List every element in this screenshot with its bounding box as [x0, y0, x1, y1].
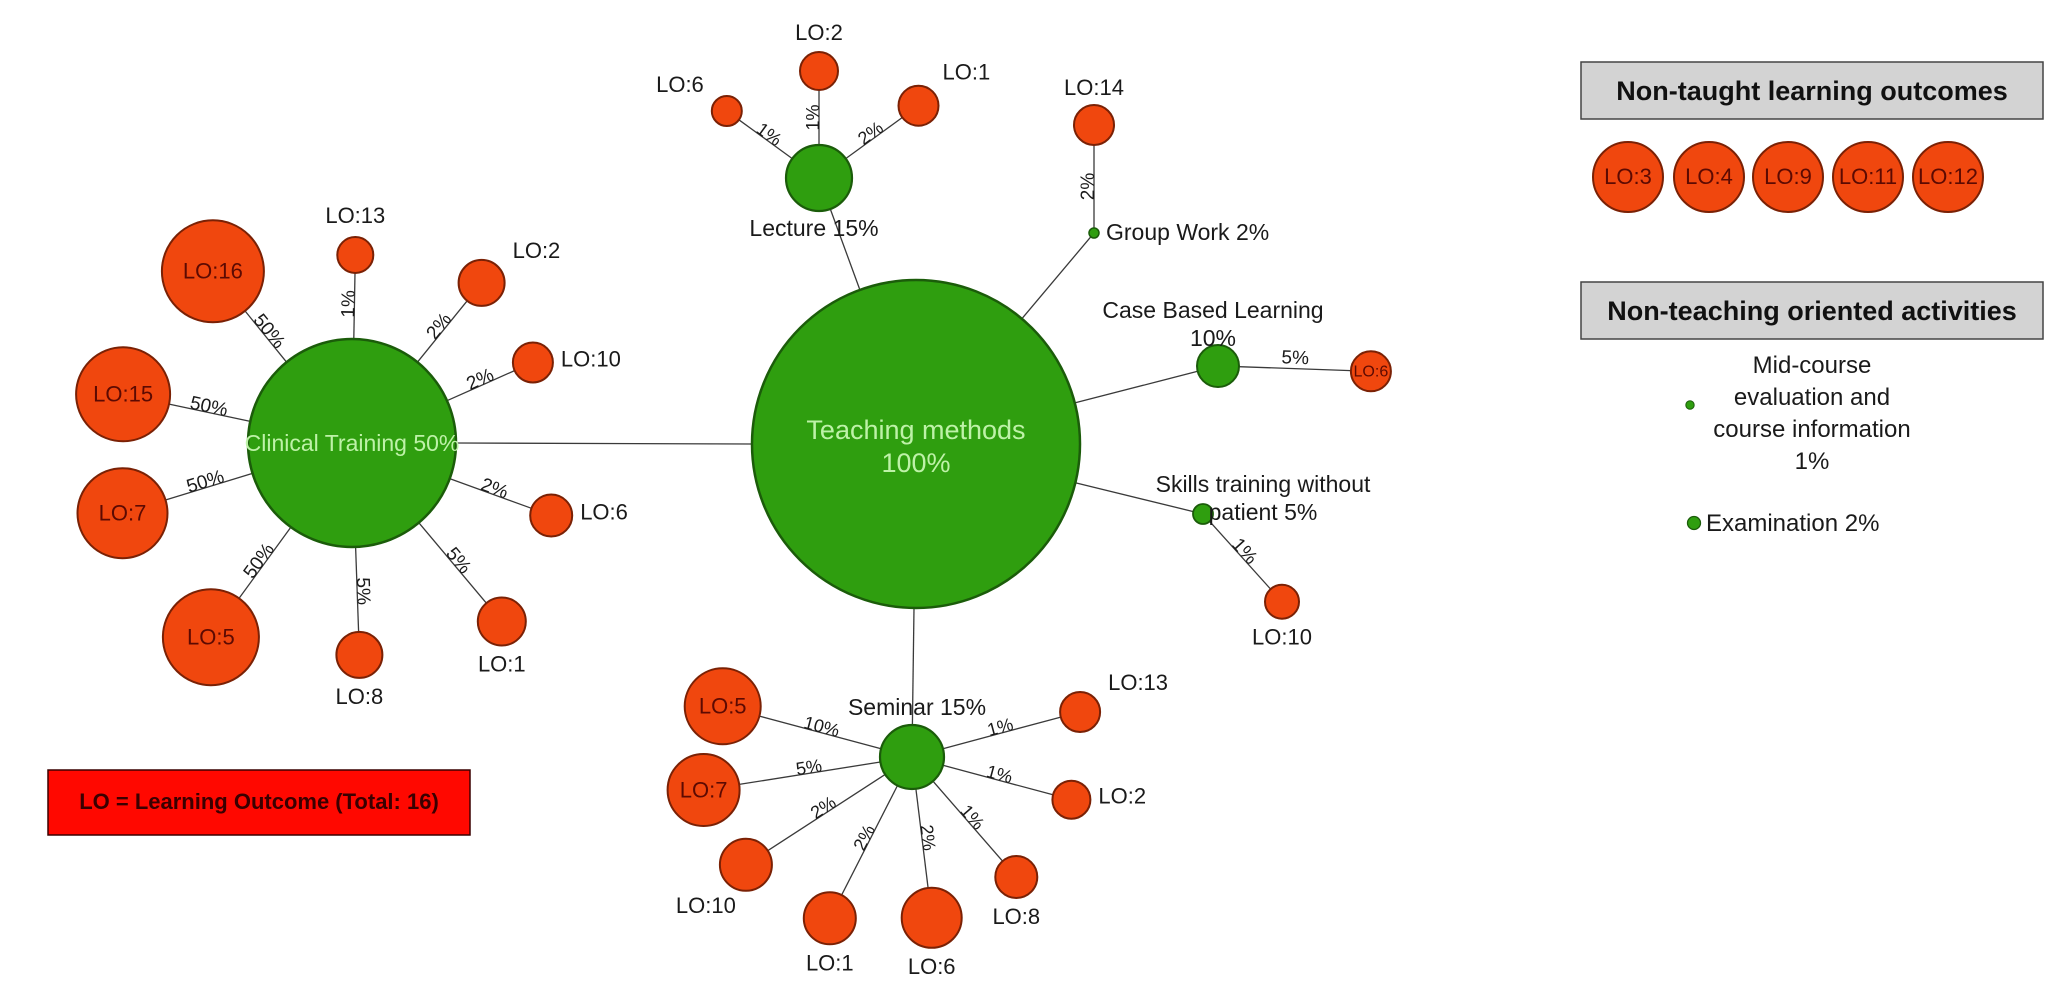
svg-text:LO:15: LO:15: [93, 382, 153, 407]
svg-text:LO:1: LO:1: [806, 950, 854, 975]
svg-text:LO:14: LO:14: [1064, 75, 1124, 100]
svg-text:Clinical Training 50%: Clinical Training 50%: [245, 430, 460, 456]
svg-text:5%: 5%: [1281, 347, 1309, 369]
svg-text:1%: 1%: [338, 290, 359, 318]
svg-text:LO:11: LO:11: [1839, 164, 1897, 189]
svg-text:LO:4: LO:4: [1685, 164, 1733, 189]
svg-text:LO:2: LO:2: [1098, 784, 1146, 809]
svg-text:LO:6: LO:6: [1353, 363, 1388, 381]
svg-text:LO:7: LO:7: [680, 777, 728, 802]
svg-text:1%: 1%: [803, 104, 823, 130]
svg-text:Case Based Learning: Case Based Learning: [1102, 297, 1323, 323]
svg-text:Mid-course: Mid-course: [1753, 352, 1872, 379]
svg-text:evaluation and: evaluation and: [1734, 384, 1890, 411]
svg-text:LO:12: LO:12: [1918, 164, 1978, 189]
svg-text:LO:2: LO:2: [513, 238, 561, 263]
svg-text:LO:6: LO:6: [580, 500, 628, 525]
svg-text:Skills training without: Skills training without: [1156, 471, 1371, 497]
svg-text:LO:13: LO:13: [1108, 670, 1168, 695]
svg-text:LO:9: LO:9: [1764, 164, 1812, 189]
svg-text:LO:6: LO:6: [908, 954, 956, 979]
svg-text:LO:10: LO:10: [676, 893, 736, 918]
svg-text:LO = Learning Outcome (Total:: LO = Learning Outcome (Total: 16): [79, 789, 439, 814]
svg-text:LO:2: LO:2: [795, 20, 843, 45]
svg-text:2%: 2%: [1078, 173, 1099, 201]
svg-text:LO:7: LO:7: [99, 500, 147, 525]
svg-text:LO:3: LO:3: [1604, 164, 1652, 189]
svg-text:2%: 2%: [916, 824, 939, 852]
svg-text:LO:8: LO:8: [992, 904, 1040, 929]
svg-text:LO:1: LO:1: [943, 60, 991, 85]
svg-text:LO:5: LO:5: [187, 624, 235, 649]
svg-text:LO:10: LO:10: [561, 347, 621, 372]
svg-text:LO:16: LO:16: [183, 259, 243, 284]
svg-text:LO:8: LO:8: [336, 684, 384, 709]
svg-text:Teaching methods: Teaching methods: [806, 415, 1025, 445]
svg-text:Non-taught learning outcomes: Non-taught learning outcomes: [1616, 76, 2008, 106]
svg-text:10%: 10%: [1190, 325, 1236, 351]
svg-text:LO:13: LO:13: [325, 203, 385, 228]
svg-text:patient 5%: patient 5%: [1209, 499, 1318, 525]
svg-text:LO:1: LO:1: [478, 652, 526, 677]
svg-text:Lecture 15%: Lecture 15%: [749, 215, 878, 241]
svg-text:course information: course information: [1713, 416, 1910, 443]
svg-text:LO:10: LO:10: [1252, 625, 1312, 650]
svg-text:LO:5: LO:5: [699, 694, 747, 719]
svg-text:5%: 5%: [794, 755, 823, 779]
svg-text:100%: 100%: [881, 448, 950, 478]
svg-text:LO:6: LO:6: [656, 72, 704, 97]
svg-text:Non-teaching oriented activiti: Non-teaching oriented activities: [1607, 296, 2017, 326]
svg-text:Seminar 15%: Seminar 15%: [848, 694, 986, 720]
svg-text:Examination 2%: Examination 2%: [1706, 510, 1879, 537]
svg-text:1%: 1%: [1795, 448, 1830, 475]
svg-text:5%: 5%: [352, 577, 374, 605]
svg-text:Group Work 2%: Group Work 2%: [1106, 219, 1269, 245]
